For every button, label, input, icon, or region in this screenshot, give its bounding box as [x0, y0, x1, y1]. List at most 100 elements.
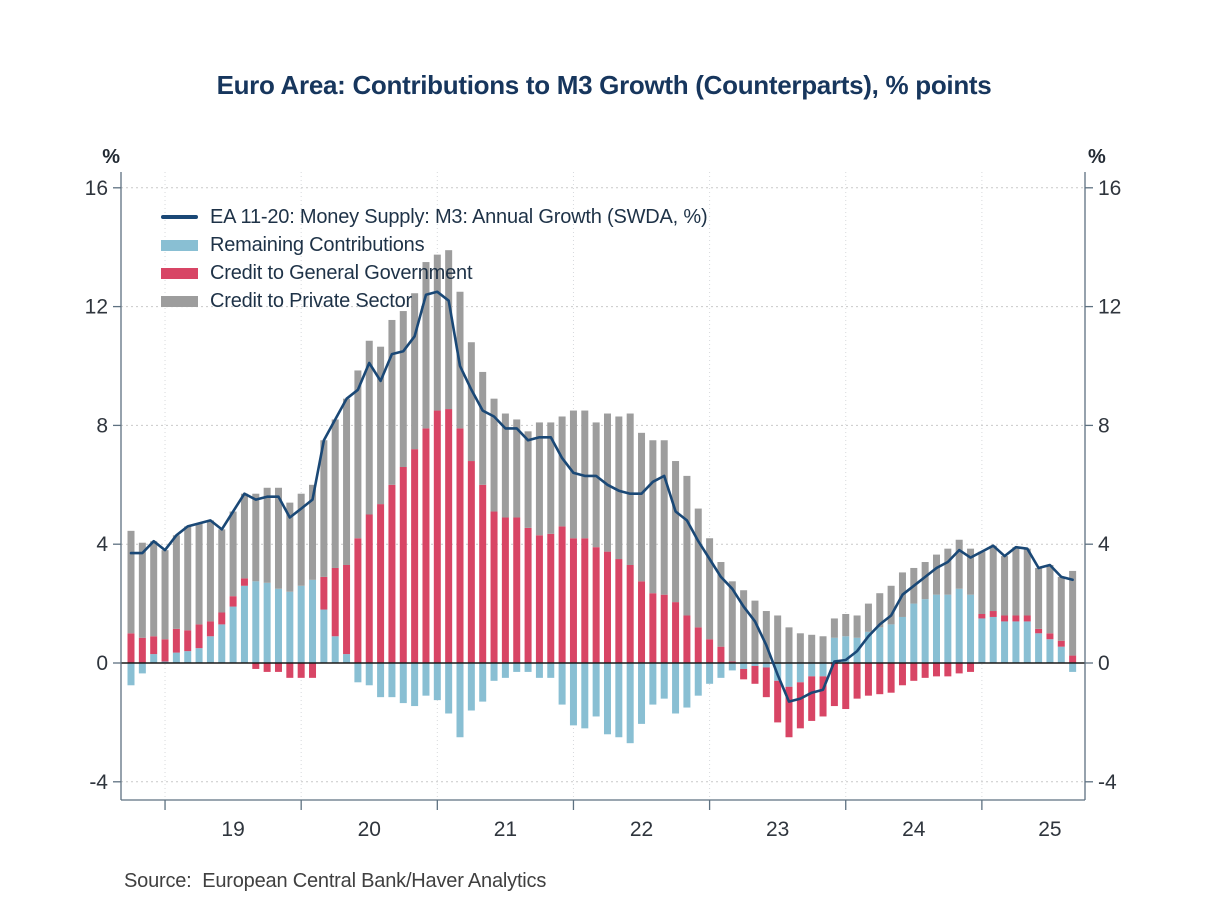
bar-segment — [1023, 548, 1031, 616]
bar-segment — [955, 539, 963, 589]
bar-segment — [978, 613, 986, 619]
bar-segment — [1057, 640, 1065, 647]
y-axis-unit-right: % — [1088, 146, 1106, 168]
bar-segment — [672, 461, 680, 603]
bar-segment — [876, 663, 884, 695]
bar-segment — [694, 663, 702, 696]
bar-segment — [1046, 639, 1054, 663]
x-axis-label: 20 — [358, 818, 381, 841]
bar-segment — [898, 616, 906, 663]
bar-segment — [728, 663, 736, 671]
bar-segment — [252, 581, 260, 663]
bar-segment — [819, 663, 827, 677]
bar-segment — [819, 636, 827, 663]
bar-segment — [751, 600, 759, 663]
bar-segment — [218, 612, 226, 625]
y-axis-label-left: 16 — [85, 177, 108, 200]
bar-segment — [876, 593, 884, 628]
bar-segment — [195, 648, 203, 663]
bar-segment — [955, 663, 963, 674]
bar-segment — [751, 663, 759, 666]
legend-label: EA 11-20: Money Supply: M3: Annual Growt… — [210, 205, 708, 228]
bar-segment — [1069, 655, 1077, 663]
bar-segment — [660, 440, 668, 595]
bar-segment — [240, 585, 248, 663]
page-title: Euro Area: Contributions to M3 Growth (C… — [216, 70, 992, 100]
bar-segment — [365, 340, 373, 515]
bar-segment — [1057, 576, 1065, 641]
bar-segment — [558, 526, 566, 663]
bar-segment — [388, 663, 396, 698]
bar-segment — [184, 651, 192, 663]
bar-segment — [150, 541, 158, 637]
bar-segment — [172, 535, 180, 629]
legend-label: Credit to Private Sector — [210, 289, 412, 312]
bar-segment — [206, 520, 214, 622]
bar-segment — [932, 554, 940, 595]
bar-segment — [921, 663, 929, 678]
bar-segment — [411, 449, 419, 663]
bar-segment — [456, 663, 464, 738]
y-axis-label-right: 16 — [1098, 177, 1121, 200]
bar-segment — [842, 636, 850, 663]
bar-segment — [309, 484, 317, 580]
bar-segment — [138, 637, 146, 663]
bar-segment — [830, 663, 838, 707]
bar-segment — [581, 410, 589, 539]
bar-segment — [683, 615, 691, 663]
y-axis-label-right: 8 — [1098, 414, 1110, 437]
bar-segment — [422, 663, 430, 696]
bar-segment — [967, 663, 975, 672]
bar-segment — [706, 663, 714, 684]
bar-segment — [1035, 628, 1043, 634]
bar-segment — [445, 250, 453, 410]
bar-segment — [274, 663, 282, 672]
bar-segment — [229, 511, 237, 597]
bar-segment — [433, 410, 441, 663]
bar-segment — [524, 663, 532, 672]
bar-segment — [218, 529, 226, 613]
bar-segment — [581, 538, 589, 663]
bar-segment — [479, 484, 487, 663]
y-axis-label-left: 4 — [96, 533, 108, 556]
bar-segment — [422, 262, 430, 429]
bar-segment — [989, 611, 997, 617]
bar-segment — [331, 636, 339, 663]
bar-segment — [286, 663, 294, 678]
bar-segment — [513, 517, 521, 663]
y-axis-label-left: 0 — [96, 652, 108, 675]
bar-segment — [887, 624, 895, 663]
bar-segment — [638, 581, 646, 663]
bar-segment — [910, 603, 918, 663]
bar-segment — [978, 551, 986, 614]
private-swatch-icon — [161, 295, 198, 307]
bar-segment — [615, 559, 623, 663]
bar-segment — [706, 639, 714, 663]
bar-segment — [796, 682, 804, 729]
bar-segment — [490, 663, 498, 681]
y-axis-label-right: 4 — [1098, 533, 1110, 556]
bar-segment — [161, 639, 169, 662]
legend-item-m3-line: EA 11-20: Money Supply: M3: Annual Growt… — [161, 203, 708, 231]
bar-segment — [558, 416, 566, 527]
bar-segment — [592, 422, 600, 548]
bar-segment — [501, 663, 509, 678]
bar-segment — [728, 581, 736, 662]
bar-segment — [683, 663, 691, 708]
bar-segment — [252, 663, 260, 669]
bar-segment — [218, 624, 226, 663]
bar-segment — [603, 663, 611, 735]
bar-segment — [808, 634, 816, 663]
bar-segment — [354, 370, 362, 539]
bar-segment — [513, 419, 521, 518]
y-axis-label-right: 12 — [1098, 296, 1121, 319]
bar-segment — [490, 511, 498, 663]
bar-segment — [127, 663, 135, 686]
bar-segment — [297, 493, 305, 586]
bar-segment — [853, 663, 861, 699]
bar-segment — [388, 319, 396, 485]
bar-segment — [944, 663, 952, 677]
y-axis-label-right: 0 — [1098, 652, 1110, 675]
bar-segment — [672, 663, 680, 714]
